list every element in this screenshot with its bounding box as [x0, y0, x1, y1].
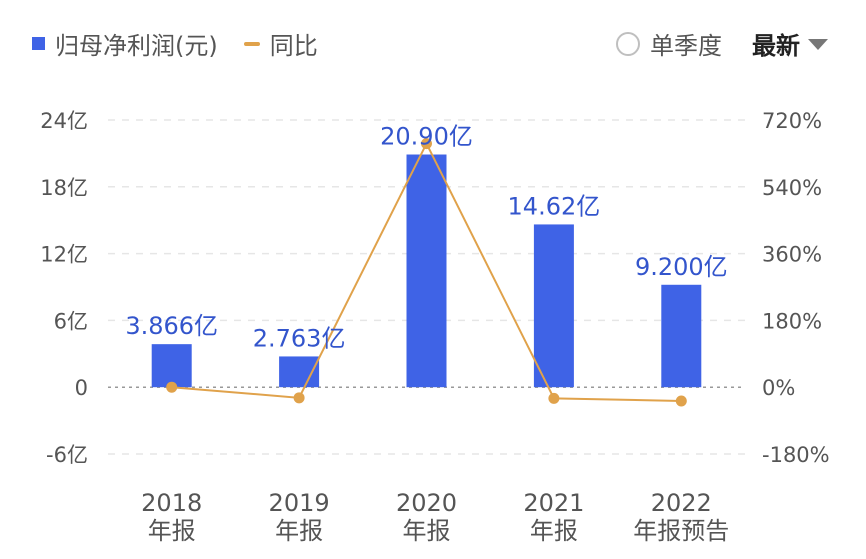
period-dropdown-value: 最新 [752, 32, 800, 60]
quarter-toggle-label: 单季度 [650, 32, 722, 60]
chart-legend: 归母净利润(元) 同比 [32, 26, 318, 61]
legend-line-swatch [243, 41, 260, 46]
bar [661, 284, 702, 388]
caret-down-icon[interactable] [808, 39, 828, 50]
x-tick-label-type: 年报预告 [633, 517, 729, 545]
quarter-toggle[interactable]: 单季度 [616, 26, 722, 61]
bar [151, 344, 192, 388]
x-tick-label-year: 2018 [141, 489, 202, 517]
legend-bar-swatch [32, 37, 45, 50]
period-dropdown[interactable]: 最新 [752, 26, 828, 61]
yoy-point [548, 392, 560, 404]
bar-value-label: 2.763亿 [253, 324, 346, 352]
legend-item-yoy[interactable]: 同比 [243, 26, 318, 61]
y-right-tick-label: -180% [762, 443, 830, 467]
bar-value-label: 3.866亿 [125, 312, 218, 340]
bar [533, 224, 574, 388]
bar-value-label: 9.200亿 [635, 253, 728, 281]
bar-value-label: 14.62亿 [508, 192, 601, 220]
yoy-point [166, 381, 178, 393]
y-left-tick-label: -6亿 [46, 443, 88, 467]
x-tick-label-type: 年报 [148, 517, 196, 545]
legend-label-profit: 归母净利润(元) [55, 32, 218, 60]
x-tick-label-year: 2021 [523, 489, 584, 517]
x-tick-label-year: 2020 [396, 489, 457, 517]
bar [406, 154, 447, 388]
y-left-tick-label: 12亿 [40, 243, 88, 267]
y-left-tick-label: 0 [75, 376, 88, 400]
y-right-tick-label: 720% [762, 109, 822, 133]
chart-controls: 单季度 最新 [616, 26, 828, 61]
legend-label-yoy: 同比 [269, 32, 318, 60]
radio-circle-icon[interactable] [616, 31, 640, 56]
y-right-tick-label: 540% [762, 176, 822, 200]
y-right-tick-label: 0% [762, 376, 795, 400]
x-tick-label-type: 年报 [275, 517, 323, 545]
bar-value-label: 20.90亿 [380, 123, 473, 151]
y-right-tick-label: 180% [762, 309, 822, 333]
x-tick-label-type: 年报 [530, 517, 578, 545]
legend-item-profit[interactable]: 归母净利润(元) [32, 26, 218, 61]
y-left-tick-label: 24亿 [40, 109, 88, 133]
y-left-tick-label: 6亿 [54, 309, 88, 333]
yoy-point [421, 138, 432, 150]
x-tick-label-type: 年报 [403, 517, 451, 545]
yoy-point [675, 395, 687, 407]
x-tick-label-year: 2019 [269, 489, 330, 517]
yoy-point [293, 392, 305, 404]
y-left-tick-label: 18亿 [40, 176, 88, 200]
x-tick-label-year: 2022 [651, 489, 712, 517]
y-right-tick-label: 360% [762, 243, 822, 267]
